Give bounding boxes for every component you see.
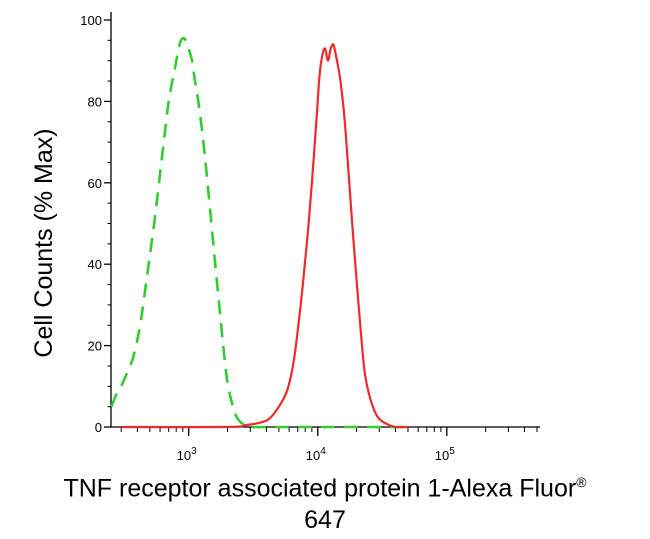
x-axis-label: TNF receptor associated protein 1-Alexa … — [0, 474, 650, 503]
x-tick-base: 10 — [435, 448, 449, 463]
y-tick-label: 80 — [88, 94, 102, 109]
y-tick-label: 60 — [88, 176, 102, 191]
x-tick-label: 104 — [306, 446, 326, 463]
x-tick-label: 105 — [435, 446, 455, 463]
x-axis-label-text: TNF receptor associated protein 1-Alexa … — [63, 474, 577, 503]
y-tick-label: 20 — [88, 339, 102, 354]
y-tick-label: 100 — [80, 13, 102, 28]
x-tick-base: 10 — [177, 448, 191, 463]
x-axis-label-line2: 647 — [304, 506, 346, 534]
y-tick-label: 40 — [88, 257, 102, 272]
x-tick-base: 10 — [306, 448, 320, 463]
series-line-solid-red — [121, 43, 408, 429]
x-axis: 103 104 105 — [111, 426, 540, 463]
y-tick-label: 0 — [95, 420, 102, 435]
x-tick-exponent: 4 — [320, 446, 326, 457]
series-layer — [110, 36, 408, 429]
x-tick-label: 103 — [177, 446, 197, 463]
registered-mark: ® — [576, 474, 587, 490]
x-tick-exponent: 3 — [191, 446, 197, 457]
y-axis-label: Cell Counts (% Max) — [30, 128, 58, 357]
y-axis: 0 20 40 60 80 100 — [80, 12, 112, 435]
x-tick-exponent: 5 — [449, 446, 455, 457]
